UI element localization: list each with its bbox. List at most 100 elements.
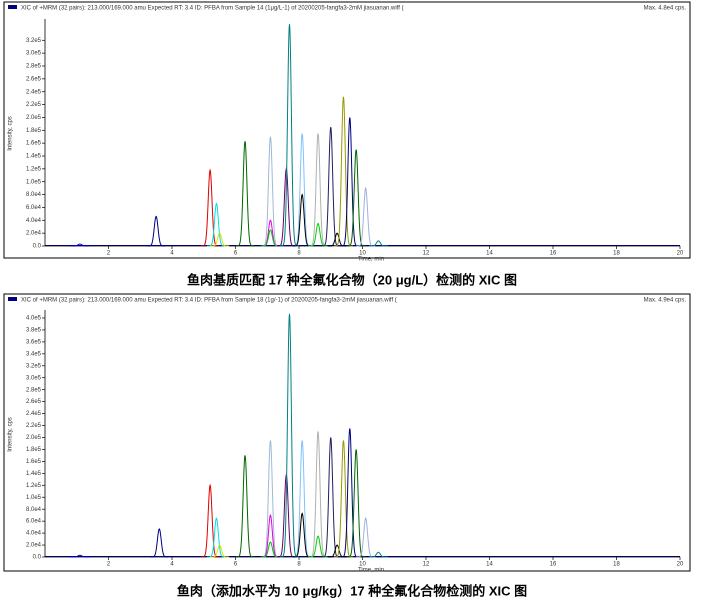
- peak: [368, 551, 388, 558]
- header-marker: [8, 5, 17, 9]
- y-tick-label: 3.8e5: [26, 328, 42, 334]
- y-axis-label: Intensity, cps: [8, 417, 14, 452]
- peak: [308, 133, 328, 247]
- x-tick-label: 14: [486, 251, 493, 257]
- peak: [292, 512, 312, 558]
- x-tick-label: 18: [613, 562, 620, 568]
- y-tick-label: 2.0e4: [26, 231, 42, 237]
- peak: [206, 517, 226, 558]
- y-tick-label: 1.8e5: [26, 447, 42, 453]
- x-axis-label: Time, min: [358, 568, 384, 574]
- panel-frame: [3, 293, 691, 572]
- x-tick-label: 8: [297, 251, 301, 257]
- peak: [333, 440, 353, 558]
- y-tick-label: 4.0e4: [26, 531, 42, 537]
- peak: [308, 222, 328, 247]
- caption: 鱼肉基质匹配 17 种全氟化合物（20 μg/L）检测的 XIC 图: [187, 272, 517, 287]
- x-tick-label: 6: [234, 562, 238, 568]
- peak: [149, 528, 169, 558]
- peak: [260, 229, 280, 247]
- peak: [206, 202, 226, 247]
- peak: [260, 514, 280, 558]
- x-tick-label: 18: [613, 251, 620, 257]
- max-label: Max. 4.8e4 cps.: [644, 6, 687, 12]
- peak: [279, 313, 299, 558]
- peak: [308, 535, 328, 558]
- y-tick-label: 1.4e5: [26, 154, 42, 160]
- y-tick-label: 1.0e5: [26, 495, 42, 501]
- y-tick-label: 4.0e4: [26, 218, 42, 224]
- y-tick-label: 1.8e5: [26, 128, 42, 134]
- peak: [70, 554, 90, 558]
- peak: [292, 193, 312, 247]
- peak: [146, 215, 166, 247]
- peak: [200, 483, 220, 558]
- y-tick-label: 0.0: [33, 555, 42, 561]
- x-tick-label: 4: [170, 251, 174, 257]
- x-tick-label: 20: [677, 562, 684, 568]
- chart-panel: XIC of +MRM (32 pairs): 213.000/169.000 …: [3, 1, 691, 287]
- peak: [308, 431, 328, 558]
- x-tick-label: 6: [234, 251, 238, 257]
- y-tick-label: 2.0e4: [26, 543, 42, 549]
- x-axis-label: Time, min: [358, 257, 384, 263]
- y-tick-label: 1.6e5: [26, 459, 42, 465]
- peak: [235, 455, 255, 558]
- peak: [260, 440, 280, 558]
- y-tick-label: 1.2e5: [26, 483, 42, 489]
- x-tick-label: 16: [550, 562, 557, 568]
- y-tick-label: 3.2e5: [26, 363, 42, 369]
- x-tick-label: 4: [170, 562, 174, 568]
- peak: [368, 240, 388, 247]
- x-tick-label: 16: [550, 251, 557, 257]
- y-tick-label: 4.0e5: [26, 316, 42, 322]
- y-tick-label: 1.0e5: [26, 179, 42, 185]
- header-marker: [8, 297, 17, 301]
- max-label: Max. 4.9e4 cps.: [644, 298, 687, 304]
- x-tick-label: 10: [359, 251, 366, 257]
- y-tick-label: 3.2e5: [26, 38, 42, 44]
- peak: [279, 24, 299, 247]
- x-tick-label: 12: [423, 251, 430, 257]
- caption: 鱼肉（添加水平为 10 μg/kg）17 种全氟化合物检测的 XIC 图: [177, 583, 527, 598]
- y-tick-label: 1.4e5: [26, 471, 42, 477]
- peak: [346, 149, 366, 247]
- peak: [346, 449, 366, 558]
- peak: [321, 126, 341, 247]
- y-tick-label: 2.6e5: [26, 76, 42, 82]
- x-tick-label: 12: [423, 562, 430, 568]
- y-tick-label: 2.2e5: [26, 423, 42, 429]
- peak: [260, 541, 280, 558]
- peak: [210, 232, 230, 247]
- peak: [235, 141, 255, 247]
- y-tick-label: 2.8e5: [26, 64, 42, 70]
- peak: [292, 133, 312, 247]
- y-tick-label: 8.0e4: [26, 507, 42, 513]
- peak: [292, 440, 312, 558]
- panel-frame: [3, 1, 691, 259]
- peak: [340, 117, 360, 247]
- y-tick-label: 2.0e5: [26, 435, 42, 441]
- header: XIC of +MRM (32 pairs): 213.000/169.000 …: [21, 298, 397, 304]
- x-tick-label: 10: [359, 562, 366, 568]
- peak: [200, 168, 220, 247]
- x-tick-label: 14: [486, 562, 493, 568]
- y-tick-label: 2.4e5: [26, 411, 42, 417]
- y-tick-label: 3.0e5: [26, 375, 42, 381]
- x-tick-label: 20: [677, 251, 684, 257]
- y-tick-label: 3.4e5: [26, 351, 42, 357]
- x-tick-label: 2: [107, 251, 111, 257]
- chart-panel: XIC of +MRM (32 pairs): 213.000/169.000 …: [3, 293, 691, 598]
- y-tick-label: 3.6e5: [26, 339, 42, 345]
- peak: [321, 437, 341, 558]
- header: XIC of +MRM (32 pairs): 213.000/169.000 …: [21, 6, 404, 12]
- y-tick-label: 1.6e5: [26, 141, 42, 147]
- y-tick-label: 2.8e5: [26, 387, 42, 393]
- y-tick-label: 0.0: [33, 244, 42, 250]
- peak: [260, 219, 280, 247]
- peak: [70, 243, 90, 247]
- y-tick-label: 8.0e4: [26, 192, 42, 198]
- y-tick-label: 3.0e5: [26, 51, 42, 57]
- y-tick-label: 2.2e5: [26, 102, 42, 108]
